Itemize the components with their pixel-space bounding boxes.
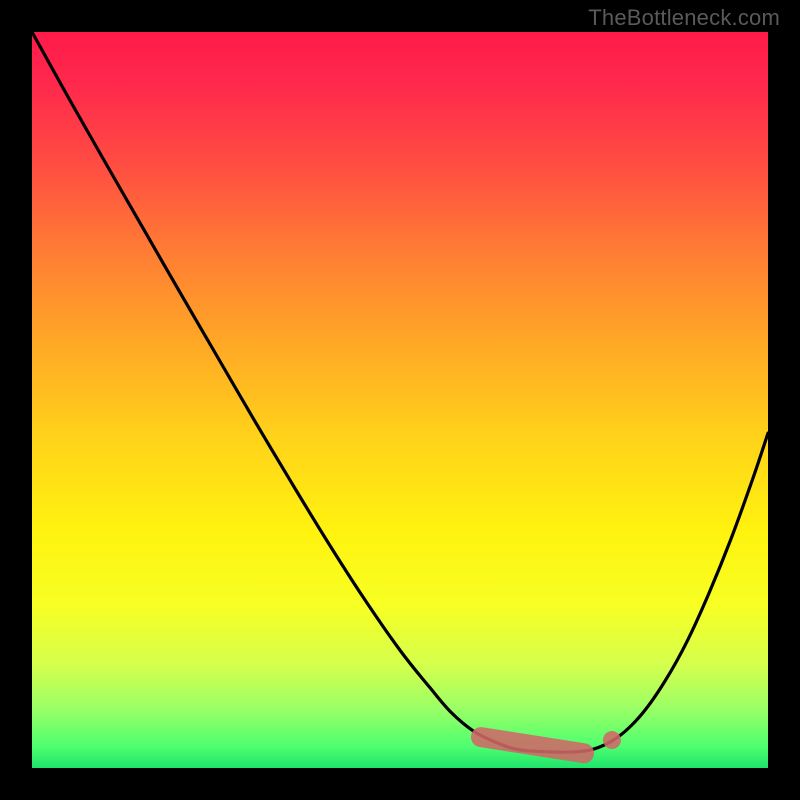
bottleneck-chart xyxy=(0,0,800,800)
chart-container: TheBottleneck.com xyxy=(0,0,800,800)
watermark-text: TheBottleneck.com xyxy=(588,5,780,31)
